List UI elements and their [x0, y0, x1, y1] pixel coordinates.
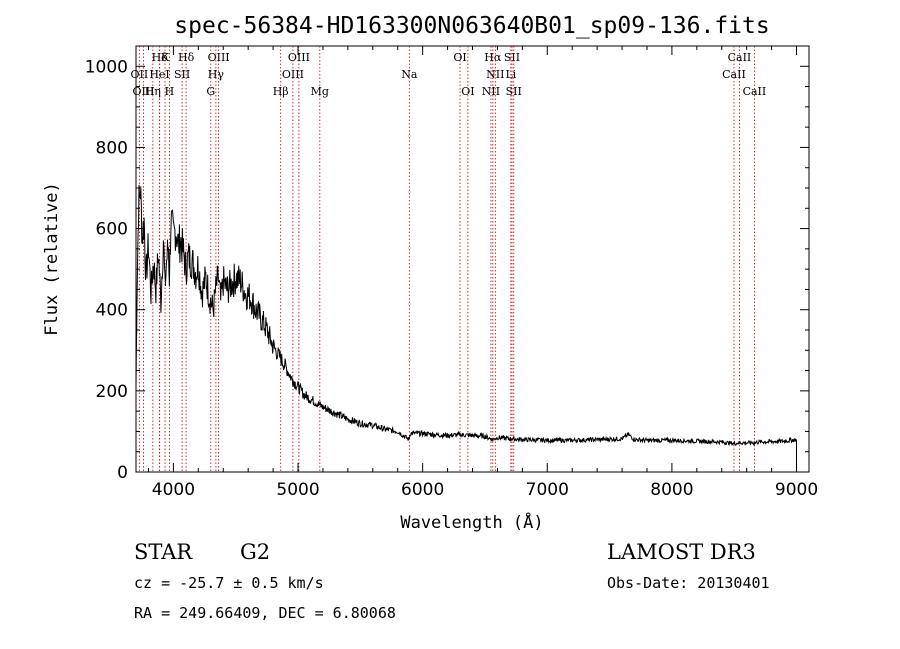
- spectral-line-label: OIII: [208, 51, 230, 64]
- y-tick-label: 600: [96, 220, 128, 240]
- x-tick-label: 5000: [276, 480, 319, 500]
- spectral-line-label: SII: [506, 85, 522, 98]
- x-tick-label: 4000: [152, 480, 195, 500]
- y-tick-label: 0: [117, 463, 128, 483]
- spectral-line-label: OIII: [288, 51, 310, 64]
- spectral-line-label: Hβ: [273, 85, 289, 98]
- coordinates-readout: RA = 249.66409, DEC = 6.80068: [134, 604, 396, 622]
- y-tick-label: 1000: [85, 57, 128, 77]
- spectral-line-label: NII: [482, 85, 500, 98]
- spectral-line-label: Hγ: [208, 68, 225, 81]
- spectral-line-label: NII: [486, 68, 504, 81]
- x-tick-label: 6000: [401, 480, 444, 500]
- spectral-line-label: Mg: [311, 85, 329, 98]
- x-tick-label: 9000: [775, 480, 818, 500]
- spectral-line-label: Li: [505, 68, 516, 81]
- spectral-line-label: CaII: [722, 68, 746, 81]
- x-axis-label: Wavelength (Å): [400, 511, 543, 533]
- obs-date: Obs-Date: 20130401: [607, 574, 770, 592]
- object-subclass: G2: [240, 540, 270, 564]
- axis-ticks: 4000 5000 6000 7000 8000 9000 0 200 400 600 800 100…: [85, 45, 818, 500]
- spectral-line-label: SII: [504, 51, 520, 64]
- y-tick-label: 400: [96, 301, 128, 321]
- spectral-line-label: OI: [461, 85, 474, 98]
- x-tick-label: 8000: [650, 480, 693, 500]
- spectral-line-label: G: [206, 85, 215, 98]
- chart-title: spec-56384-HD163300N063640B01_sp09-136.f…: [174, 13, 769, 39]
- x-tick-label: 7000: [526, 480, 569, 500]
- spectral-line-label: Hη: [145, 85, 161, 98]
- spectral-line-label: CaII: [728, 51, 752, 64]
- plot-frame: [135, 45, 810, 473]
- y-axis-label: Flux (relative): [42, 182, 62, 336]
- object-class: STAR: [134, 540, 193, 564]
- spectral-line-label: K: [161, 51, 170, 64]
- spectral-line-label: OIII: [132, 85, 154, 98]
- spectral-line-label: Na: [401, 68, 418, 81]
- spectral-line-label: OI: [453, 51, 466, 64]
- spectral-line-label: CaII: [743, 85, 767, 98]
- spectral-line-label: Hδ: [178, 51, 195, 64]
- survey-name: LAMOST DR3: [607, 540, 756, 564]
- y-tick-label: 200: [96, 382, 128, 402]
- spectral-line-label: HeI: [149, 68, 169, 81]
- spectral-line-label: OIII: [282, 68, 304, 81]
- spectral-line-label: OII: [131, 68, 149, 81]
- redshift-readout: cz = -25.7 ± 0.5 km/s: [134, 574, 324, 592]
- spectrum-line: [135, 184, 797, 472]
- y-tick-label: 800: [96, 138, 128, 158]
- spectral-line-label: SII: [174, 68, 190, 81]
- spectral-line-label: H: [165, 85, 175, 98]
- spectral-line-label: Hα: [484, 51, 502, 64]
